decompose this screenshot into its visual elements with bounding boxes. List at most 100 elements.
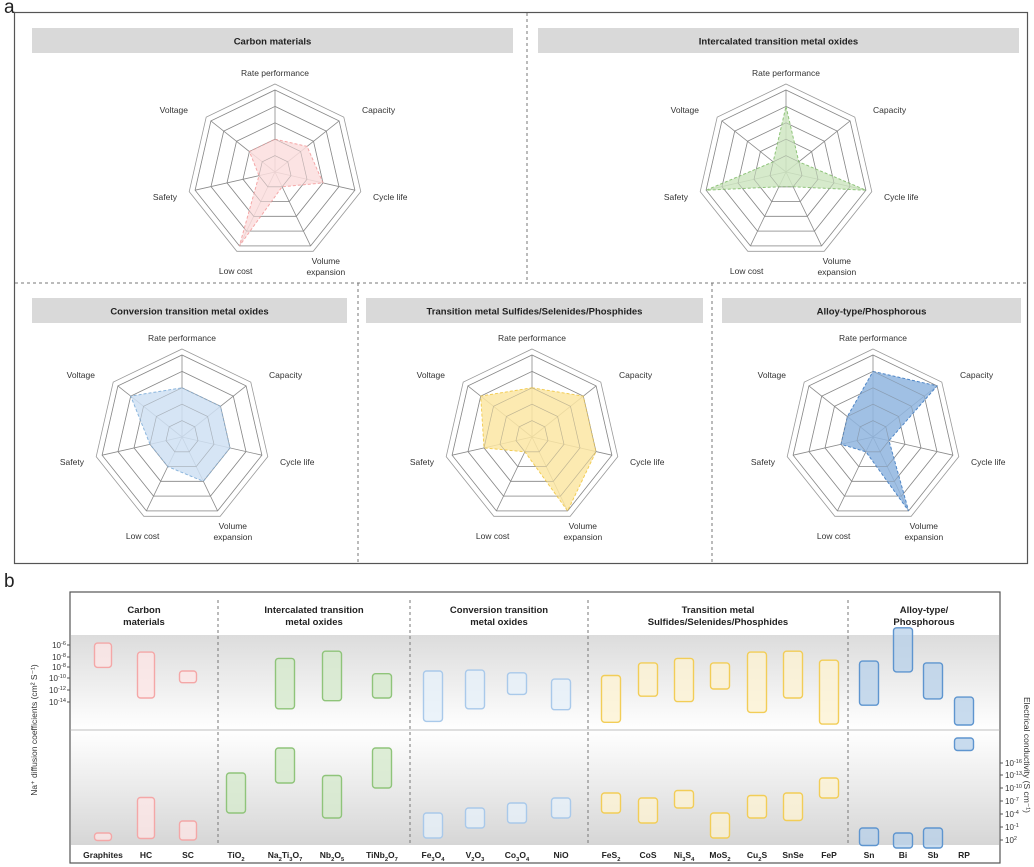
conductivity-range-bar xyxy=(422,812,444,839)
material-label-part: Cu xyxy=(747,850,758,860)
material-label-subscript: 3 xyxy=(481,857,484,863)
group-title-line: metal oxides xyxy=(285,617,343,628)
material-label-subscript: 4 xyxy=(526,857,530,863)
radar-axis-label-line: Volume xyxy=(312,256,341,266)
panel-b-letter: b xyxy=(4,571,15,592)
material-label-part: S xyxy=(685,850,691,860)
material-fe3o4: Fe3O4 xyxy=(422,670,445,863)
material-label-subscript: 2 xyxy=(385,857,388,863)
radar-axis-label-line: expansion xyxy=(213,532,252,542)
diffusion-range-bar xyxy=(178,670,198,684)
radar-title-box xyxy=(366,298,703,323)
radar-grid-ring xyxy=(194,89,356,247)
material-label-snse: SnSe xyxy=(782,850,804,860)
material-label-part: Ti xyxy=(282,850,289,860)
radar-axis-label-line: Capacity xyxy=(619,370,653,380)
radar-axis-label-cycle-life: Cycle life xyxy=(280,457,315,467)
left-tick-label: 10-6 xyxy=(52,641,66,650)
diffusion-range-bar xyxy=(600,674,622,723)
radar-axis-label-line: Capacity xyxy=(362,105,396,115)
radar-grid-overlay xyxy=(451,354,613,512)
material-label-subscript: 2 xyxy=(471,857,474,863)
radar-frame xyxy=(699,83,873,252)
radar-grid-overlay xyxy=(242,138,308,202)
radar-grid-overlay xyxy=(101,354,263,512)
plot-bg-conductivity xyxy=(71,730,999,845)
radar-grid-ring xyxy=(226,122,324,217)
diffusion-range-bar xyxy=(922,662,944,700)
group-title-line: Phosphorous xyxy=(893,617,954,628)
radar-axis-label-voltage: Voltage xyxy=(67,370,96,380)
radar-title-box xyxy=(32,298,347,323)
tick-exponent: -8 xyxy=(61,663,66,669)
radar-axis-label-line: Rate performance xyxy=(839,333,907,343)
material-label-fep: FeP xyxy=(821,850,837,860)
material-label-part: O xyxy=(519,850,526,860)
radar-axis-label-line: Rate performance xyxy=(148,333,216,343)
radar-title-box xyxy=(538,28,1019,53)
right-tick-label: 10-16 xyxy=(1005,759,1022,768)
right-tick-label: 10-7 xyxy=(1005,797,1019,806)
radar-axis-label-safety: Safety xyxy=(410,457,435,467)
group-title: Alloy-type/Phosphorous xyxy=(893,605,954,628)
radar-title: Carbon materials xyxy=(234,37,312,48)
radar-title: Transition metal Sulfides/Selenides/Phos… xyxy=(427,307,643,318)
tick-exponent: -8 xyxy=(61,653,66,659)
radar-grid-overlay xyxy=(467,371,597,497)
radar-grid-overlay xyxy=(769,155,803,188)
material-hc: HC xyxy=(136,651,156,860)
radar-axis-label-volume-expansion: Volume expansion xyxy=(563,521,602,542)
radar-axis-label-capacity: Capacity xyxy=(362,105,396,115)
radar-axis-label-line: expansion xyxy=(306,267,345,277)
radar-axis-label-safety: Safety xyxy=(751,457,776,467)
radar-axis-label-line: Cycle life xyxy=(630,457,665,467)
radar-axis-label-volume-expansion: Volume expansion xyxy=(306,256,345,277)
radar-axis-label-safety: Safety xyxy=(664,192,689,202)
material-graphites: Graphites xyxy=(83,642,123,860)
radar-title-box xyxy=(722,298,1021,323)
material-label-part: V xyxy=(466,850,472,860)
material-label-fes2: FeS2 xyxy=(602,850,621,863)
diffusion-range-bar xyxy=(321,650,343,702)
conductivity-range-bar xyxy=(782,792,804,822)
material-label-subscript: 2 xyxy=(279,857,282,863)
radar-grid-overlay xyxy=(792,354,954,512)
radar-data-area xyxy=(705,106,867,191)
radar-frame xyxy=(786,348,960,517)
material-label-subscript: 2 xyxy=(241,857,244,863)
material-label-mos2: MoS2 xyxy=(709,850,730,863)
diffusion-range-bar xyxy=(746,651,768,714)
radar-grid-ring xyxy=(808,370,938,497)
diffusion-range-bar xyxy=(673,657,695,703)
radar-axis-label-line: Low cost xyxy=(817,531,851,541)
radar-data-area xyxy=(238,138,324,247)
material-label-part: O xyxy=(292,850,299,860)
radar-axis-label-rate-performance: Rate performance xyxy=(839,333,907,343)
radar-axis-label-line: Cycle life xyxy=(884,192,919,202)
left-tick-label: 10-12 xyxy=(49,686,66,695)
material-fes2: FeS2 xyxy=(600,674,622,863)
radar-axis-label-volume-expansion: Volume expansion xyxy=(817,256,856,277)
tick-base: 10 xyxy=(1005,784,1014,793)
material-label-sn: Sn xyxy=(864,850,875,860)
radar-grid-ring xyxy=(117,370,247,497)
radar-axis-label-line: Rate performance xyxy=(498,333,566,343)
radar-axis-label-line: Safety xyxy=(410,457,435,467)
radar-axis-label-low-cost: Low cost xyxy=(817,531,851,541)
diffusion-range-bar xyxy=(506,672,528,696)
radar-grid-ring xyxy=(210,105,340,232)
radar-grid-overlay xyxy=(499,403,565,467)
right-tick-label: 10-13 xyxy=(1005,771,1022,780)
diffusion-range-bar xyxy=(782,650,804,699)
conductivity-range-bar xyxy=(371,747,393,789)
diffusion-range-bar xyxy=(371,673,393,699)
material-label-part: Na xyxy=(268,850,279,860)
tick-exponent: -1 xyxy=(1014,823,1019,829)
radar-axis-label-rate-performance: Rate performance xyxy=(241,68,309,78)
tick-exponent: -13 xyxy=(1014,771,1022,777)
radar-data-area xyxy=(480,387,597,512)
radar-axis-label-cycle-life: Cycle life xyxy=(884,192,919,202)
material-mos2: MoS2 xyxy=(709,662,731,863)
tick-exponent: -10 xyxy=(1014,784,1022,790)
material-label-cos: CoS xyxy=(640,850,657,860)
